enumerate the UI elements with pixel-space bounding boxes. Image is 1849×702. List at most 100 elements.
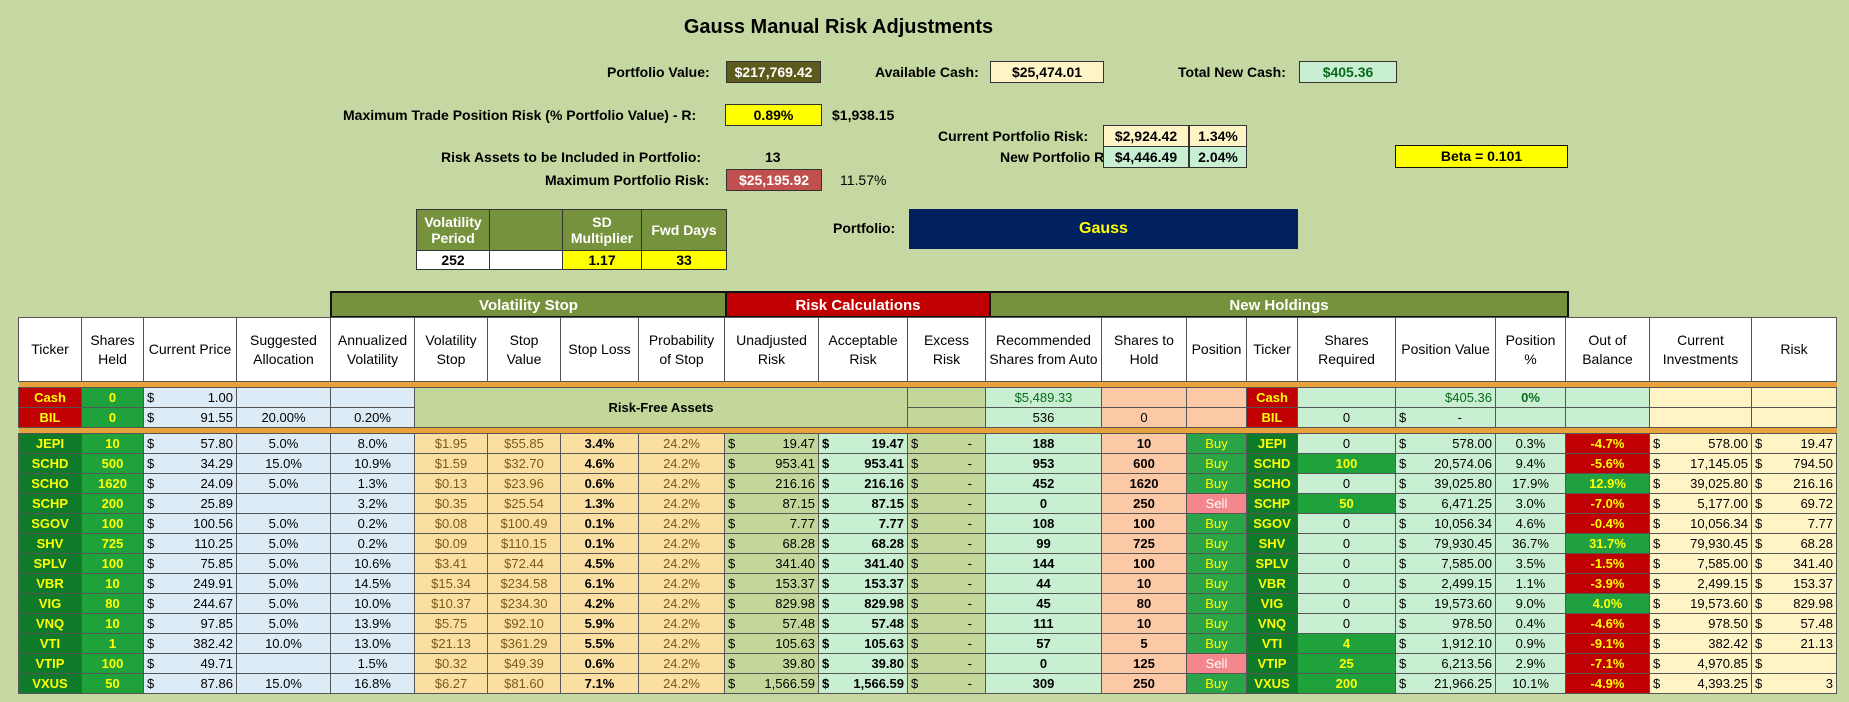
position-cell[interactable]: Buy (1186, 533, 1247, 554)
shares-to-hold-cell[interactable]: 10 (1101, 573, 1187, 594)
shares-to-hold-cell[interactable]: 5 (1101, 633, 1187, 654)
acceptable-risk-cell: $7.77 (818, 513, 908, 534)
shares-held-cell[interactable]: 1 (81, 633, 144, 654)
shares-held-cell[interactable]: 100 (81, 513, 144, 534)
position-cell[interactable]: Buy (1186, 453, 1247, 474)
ticker-cell[interactable]: SCHD (18, 453, 82, 474)
vol-stop-cell: $1.95 (414, 433, 488, 454)
rec-shares-cell: 108 (985, 513, 1102, 534)
volatility-cell: 8.0% (330, 433, 415, 454)
ticker-cell[interactable]: VIG (18, 593, 82, 614)
ticker-2-cell: VXUS (1246, 673, 1298, 694)
shares-held-cell[interactable]: 725 (81, 533, 144, 554)
stop-loss-cell: 7.1% (560, 673, 639, 694)
col-header: Annualized Volatility (330, 317, 415, 382)
shares-held-cell[interactable]: 50 (81, 673, 144, 694)
risk-cell: $153.37 (1751, 573, 1837, 594)
acceptable-risk-cell: $829.98 (818, 593, 908, 614)
shares-held-cell[interactable]: 100 (81, 553, 144, 574)
position-pct-cell: 9.4% (1495, 453, 1566, 474)
available-cash[interactable]: $25,474.01 (990, 61, 1104, 83)
col-header: Position Value (1395, 317, 1496, 382)
sd-multiplier-value[interactable]: 1.17 (562, 250, 642, 270)
ticker-cell[interactable]: SCHO (18, 473, 82, 494)
ticker-cell[interactable]: VTI (18, 633, 82, 654)
shares-to-hold-cell[interactable]: 100 (1101, 513, 1187, 534)
shares-held-cell[interactable]: 1620 (81, 473, 144, 494)
current-investment-cell: $382.42 (1649, 633, 1752, 654)
ticker-cell[interactable]: SPLV (18, 553, 82, 574)
cash-ticker-2: Cash (1246, 387, 1298, 408)
position-value-cell: $2,499.15 (1395, 573, 1496, 594)
ticker-cell[interactable]: VXUS (18, 673, 82, 694)
price-cell: $24.09 (143, 473, 237, 494)
risk-cell: $794.50 (1751, 453, 1837, 474)
shares-held-cell[interactable]: 200 (81, 493, 144, 514)
ticker-cell[interactable]: SCHP (18, 493, 82, 514)
portfolio-name[interactable]: Gauss (909, 209, 1298, 249)
bil-held[interactable]: 0 (81, 407, 144, 428)
holdings-table: Ticker Shares Held Current Price Suggested … (18, 317, 1837, 694)
ticker-cell[interactable]: VTIP (18, 653, 82, 674)
ticker-2-cell: VTIP (1246, 653, 1298, 674)
cash-held[interactable]: 0 (81, 387, 144, 408)
shares-to-hold-cell[interactable]: 80 (1101, 593, 1187, 614)
ticker-cell[interactable]: JEPI (18, 433, 82, 454)
shares-to-hold-cell[interactable]: 250 (1101, 673, 1187, 694)
vol-period-value[interactable]: 252 (416, 250, 490, 270)
shares-to-hold-cell[interactable]: 100 (1101, 553, 1187, 574)
ticker-cell[interactable]: VBR (18, 573, 82, 594)
shares-required-cell: 0 (1297, 613, 1396, 634)
shares-to-hold-cell[interactable]: 10 (1101, 433, 1187, 454)
vol-stop-cell: $0.32 (414, 653, 488, 674)
shares-to-hold-cell[interactable]: 725 (1101, 533, 1187, 554)
position-cell[interactable]: Buy (1186, 633, 1247, 654)
vol-stop-cell: $0.35 (414, 493, 488, 514)
acceptable-risk-cell: $19.47 (818, 433, 908, 454)
stop-value-cell: $23.96 (487, 473, 561, 494)
ticker-cell[interactable]: VNQ (18, 613, 82, 634)
bil-ticker[interactable]: BIL (18, 407, 82, 428)
position-cell[interactable]: Buy (1186, 673, 1247, 694)
position-cell[interactable]: Buy (1186, 553, 1247, 574)
shares-to-hold-cell[interactable]: 1620 (1101, 473, 1187, 494)
vol-blank-value (489, 250, 563, 270)
position-cell[interactable]: Buy (1186, 613, 1247, 634)
ticker-cell[interactable]: SHV (18, 533, 82, 554)
ticker-2-cell: JEPI (1246, 433, 1298, 454)
stop-value-cell: $25.54 (487, 493, 561, 514)
volatility-cell: 10.9% (330, 453, 415, 474)
ticker-cell[interactable]: SGOV (18, 513, 82, 534)
bil-rec: 536 (985, 407, 1102, 428)
rec-shares-cell: 99 (985, 533, 1102, 554)
shares-held-cell[interactable]: 10 (81, 573, 144, 594)
current-investment-cell: $4,970.85 (1649, 653, 1752, 674)
fwd-days-value[interactable]: 33 (641, 250, 727, 270)
position-cell[interactable]: Buy (1186, 513, 1247, 534)
cash-ticker[interactable]: Cash (18, 387, 82, 408)
shares-to-hold-cell[interactable]: 600 (1101, 453, 1187, 474)
out-of-balance-cell: -1.5% (1565, 553, 1650, 574)
stop-value-cell: $49.39 (487, 653, 561, 674)
shares-to-hold-cell[interactable]: 250 (1101, 493, 1187, 514)
risk-cell: $216.16 (1751, 473, 1837, 494)
position-cell[interactable]: Buy (1186, 433, 1247, 454)
shares-to-hold-cell[interactable]: 125 (1101, 653, 1187, 674)
shares-held-cell[interactable]: 10 (81, 433, 144, 454)
col-header: Suggested Allocation (236, 317, 331, 382)
position-value-cell: $7,585.00 (1395, 553, 1496, 574)
shares-held-cell[interactable]: 100 (81, 653, 144, 674)
position-cell[interactable]: Sell (1186, 653, 1247, 674)
col-header: Ticker (1246, 317, 1298, 382)
max-trade-risk-pct[interactable]: 0.89% (725, 104, 822, 126)
position-cell[interactable]: Sell (1186, 493, 1247, 514)
shares-held-cell[interactable]: 80 (81, 593, 144, 614)
shares-held-cell[interactable]: 10 (81, 613, 144, 634)
position-cell[interactable]: Buy (1186, 473, 1247, 494)
shares-to-hold-cell[interactable]: 10 (1101, 613, 1187, 634)
position-value-cell: $21,966.25 (1395, 673, 1496, 694)
shares-held-cell[interactable]: 500 (81, 453, 144, 474)
allocation-cell: 5.0% (236, 553, 331, 574)
position-cell[interactable]: Buy (1186, 573, 1247, 594)
position-cell[interactable]: Buy (1186, 593, 1247, 614)
